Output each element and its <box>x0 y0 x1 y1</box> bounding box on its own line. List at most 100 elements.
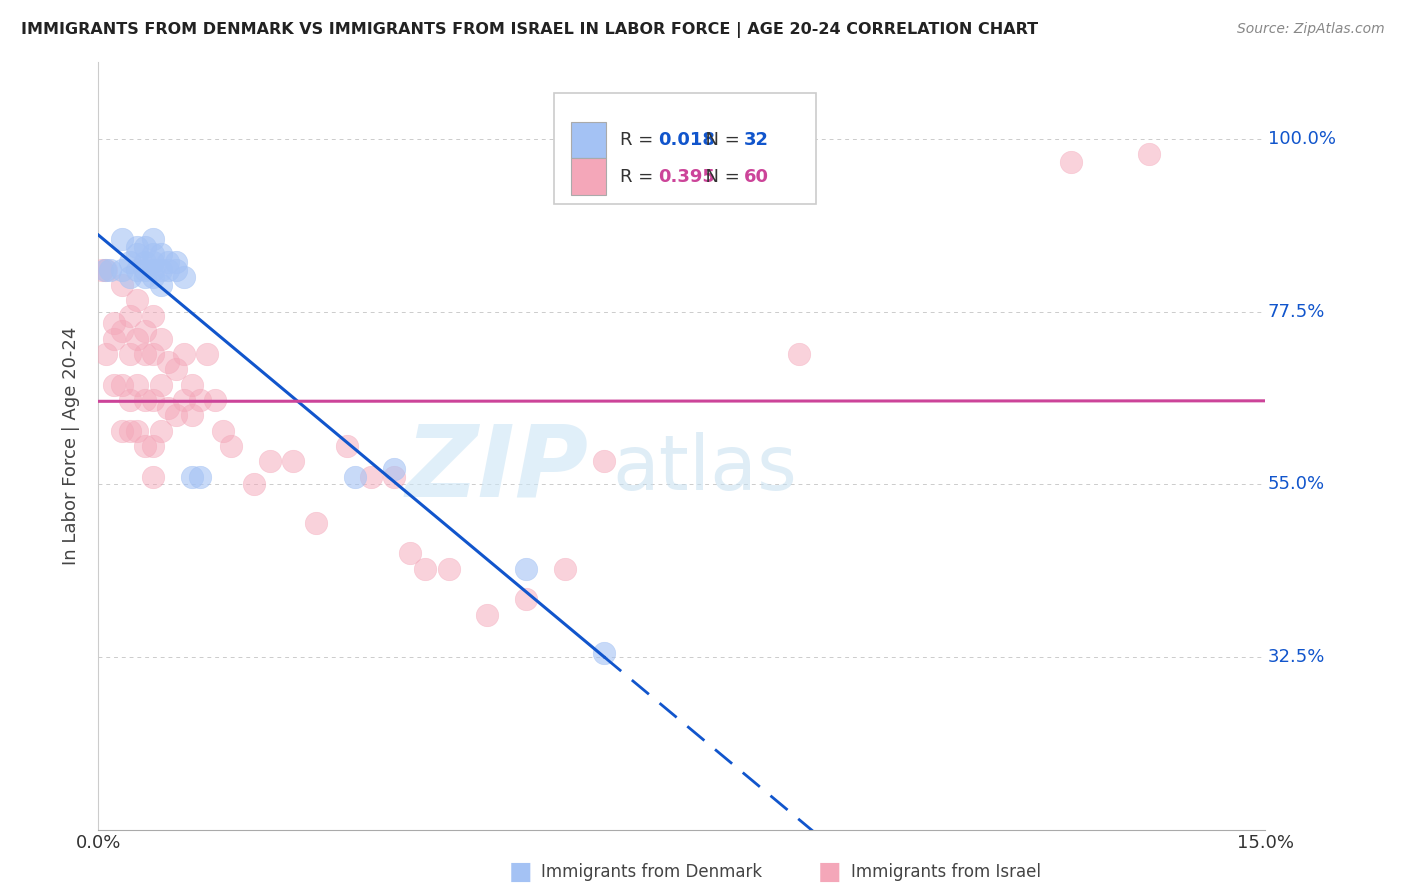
Point <box>157 262 180 277</box>
Point <box>142 309 165 323</box>
Point <box>1137 147 1160 161</box>
Text: N =: N = <box>693 168 745 186</box>
Text: ■: ■ <box>818 861 841 884</box>
Text: Source: ZipAtlas.com: Source: ZipAtlas.com <box>1237 22 1385 37</box>
Text: 77.5%: 77.5% <box>1268 302 1324 321</box>
Point <box>134 439 156 453</box>
Point <box>111 262 134 277</box>
Point <box>180 469 202 483</box>
Point <box>103 377 125 392</box>
Point <box>134 255 156 269</box>
Point <box>149 377 172 392</box>
Point <box>477 607 499 622</box>
FancyBboxPatch shape <box>571 121 606 159</box>
Point <box>134 392 156 407</box>
Point <box>98 262 121 277</box>
Point <box>593 454 616 468</box>
Point <box>243 477 266 491</box>
Point <box>382 462 405 476</box>
Point <box>165 409 187 423</box>
Point <box>554 562 576 576</box>
Point <box>142 255 165 269</box>
Point <box>118 392 141 407</box>
Point <box>344 469 367 483</box>
Point <box>149 277 172 292</box>
Point <box>149 332 172 346</box>
Point <box>360 469 382 483</box>
Y-axis label: In Labor Force | Age 20-24: In Labor Force | Age 20-24 <box>62 326 80 566</box>
Point <box>127 247 149 261</box>
Point <box>134 347 156 361</box>
Text: 0.018: 0.018 <box>658 131 716 149</box>
Text: 55.0%: 55.0% <box>1268 475 1324 493</box>
Point <box>118 347 141 361</box>
Point <box>515 562 537 576</box>
Point <box>111 232 134 246</box>
Point <box>157 354 180 368</box>
Point <box>593 646 616 660</box>
Text: ■: ■ <box>509 861 531 884</box>
Text: 60: 60 <box>744 168 769 186</box>
Text: ZIP: ZIP <box>405 420 589 517</box>
Point <box>382 469 405 483</box>
Point <box>142 232 165 246</box>
Point <box>787 347 810 361</box>
Point <box>127 293 149 308</box>
Point <box>127 424 149 438</box>
Point <box>149 424 172 438</box>
Point <box>127 377 149 392</box>
Text: R =: R = <box>620 131 659 149</box>
Point <box>149 262 172 277</box>
Text: atlas: atlas <box>612 432 797 506</box>
FancyBboxPatch shape <box>554 93 815 204</box>
Point <box>259 454 281 468</box>
Point <box>111 377 134 392</box>
Point <box>195 347 218 361</box>
Text: Immigrants from Israel: Immigrants from Israel <box>851 863 1040 881</box>
Point <box>1060 155 1083 169</box>
Point <box>180 377 202 392</box>
Point <box>134 262 156 277</box>
Point <box>111 424 134 438</box>
Point <box>173 270 195 285</box>
Point <box>165 255 187 269</box>
Point <box>204 392 226 407</box>
Point <box>96 262 118 277</box>
Point <box>398 546 420 560</box>
Text: 32: 32 <box>744 131 769 149</box>
Text: 32.5%: 32.5% <box>1268 648 1324 666</box>
Point <box>413 562 436 576</box>
Point <box>219 439 242 453</box>
Point <box>134 324 156 338</box>
Point <box>103 332 125 346</box>
Point <box>188 469 211 483</box>
Point <box>281 454 304 468</box>
Point <box>142 270 165 285</box>
Point <box>96 347 118 361</box>
Point <box>118 270 141 285</box>
Point <box>118 309 141 323</box>
Point <box>111 277 134 292</box>
Point <box>142 392 165 407</box>
Point <box>165 262 187 277</box>
Point <box>93 262 115 277</box>
Point <box>142 347 165 361</box>
Point <box>111 324 134 338</box>
Point <box>142 262 165 277</box>
Point <box>127 262 149 277</box>
Point <box>336 439 359 453</box>
Point <box>305 516 328 530</box>
Point <box>180 409 202 423</box>
Point <box>165 362 187 376</box>
Point <box>118 424 141 438</box>
Point <box>103 316 125 330</box>
Point <box>134 239 156 253</box>
Point <box>142 439 165 453</box>
Point <box>118 255 141 269</box>
Text: N =: N = <box>693 131 745 149</box>
Point <box>91 262 114 277</box>
Point <box>127 332 149 346</box>
Point <box>515 592 537 607</box>
Point <box>149 247 172 261</box>
Point <box>437 562 460 576</box>
